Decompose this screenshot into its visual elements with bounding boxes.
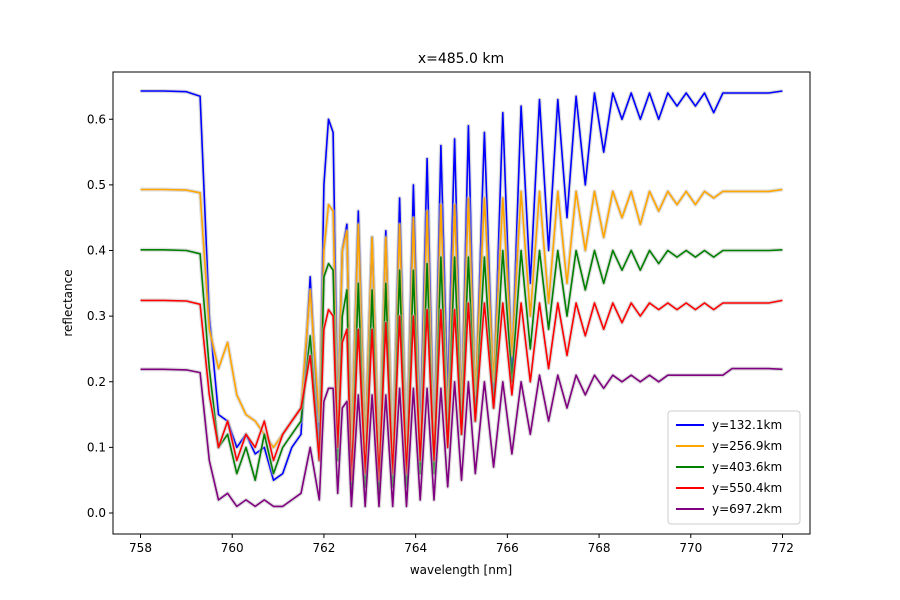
x-tick-label: 760	[221, 541, 244, 555]
x-tick-label: 772	[771, 541, 794, 555]
x-tick-label: 758	[129, 541, 152, 555]
y-tick-label: 0.3	[87, 309, 106, 323]
legend-box	[667, 410, 801, 525]
legend-entry: y=256.9km	[712, 439, 782, 453]
x-axis: 758 760 762 764 766 768 770 772	[129, 534, 794, 555]
y-tick-label: 0.4	[87, 244, 106, 258]
y-tick-label: 0.5	[87, 178, 106, 192]
series-line-4	[140, 367, 783, 508]
y-tick-label: 0.6	[87, 112, 106, 126]
x-tick-label: 766	[496, 541, 519, 555]
y-tick-label: 0.1	[87, 440, 106, 454]
legend-entry: y=550.4km	[712, 481, 782, 495]
x-axis-label: wavelength [nm]	[410, 563, 512, 577]
x-tick-label: 770	[679, 541, 702, 555]
series-layer	[140, 89, 783, 509]
legend-entry: y=697.2km	[712, 502, 782, 516]
legend-entry: y=403.6km	[712, 460, 782, 474]
y-axis-label: reflectance	[61, 269, 75, 336]
x-tick-label: 768	[588, 541, 611, 555]
chart-title: x=485.0 km	[418, 51, 504, 67]
legend-entry: y=132.1km	[712, 418, 782, 432]
y-tick-label: 0.0	[87, 506, 106, 520]
y-axis: 0.0 0.1 0.2 0.3 0.4 0.5 0.6	[87, 112, 113, 520]
legend: y=132.1km y=256.9km y=403.6km y=550.4km y=69…	[667, 410, 801, 525]
series-line-3	[140, 299, 783, 482]
plot-frame	[112, 71, 811, 535]
x-tick-label: 762	[312, 541, 335, 555]
x-tick-label: 764	[404, 541, 427, 555]
y-tick-label: 0.2	[87, 375, 106, 389]
